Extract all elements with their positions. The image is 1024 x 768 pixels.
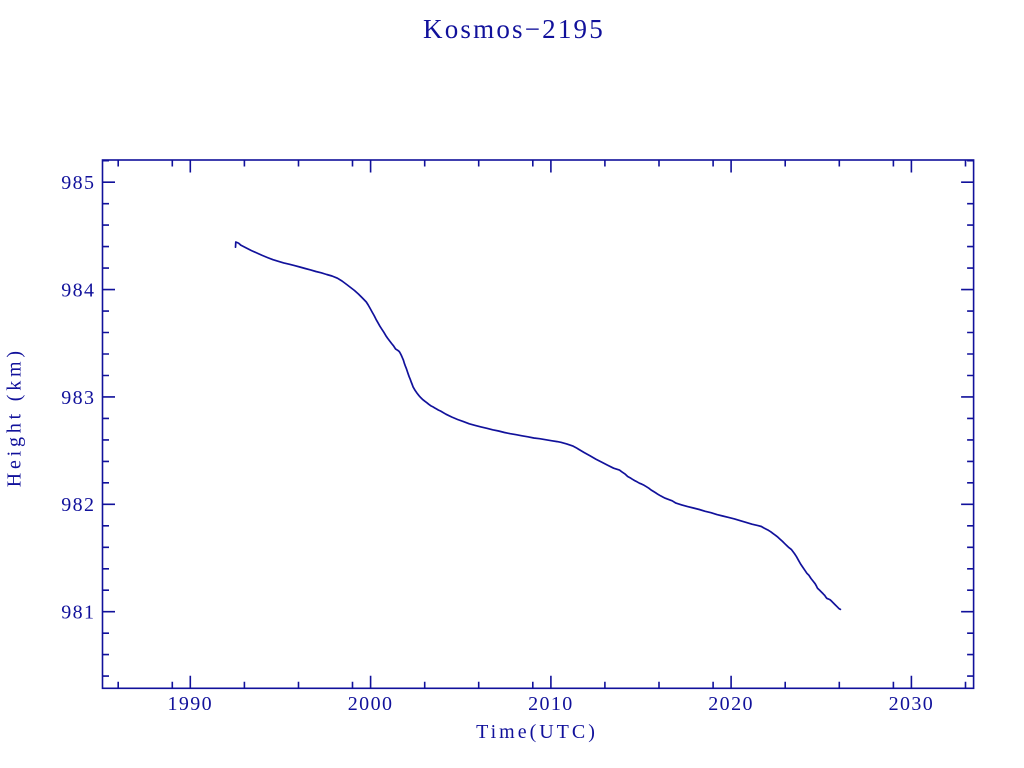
- svg-text:Height (km): Height (km): [4, 347, 26, 487]
- svg-text:2030: 2030: [889, 693, 935, 715]
- svg-text:985: 985: [61, 172, 95, 194]
- svg-text:1990: 1990: [167, 693, 213, 715]
- svg-text:Kosmos−2195: Kosmos−2195: [423, 14, 605, 44]
- svg-text:2010: 2010: [528, 693, 574, 715]
- svg-text:981: 981: [61, 602, 95, 624]
- svg-text:982: 982: [61, 494, 95, 516]
- svg-text:2000: 2000: [348, 693, 394, 715]
- svg-text:983: 983: [61, 387, 95, 409]
- svg-text:984: 984: [61, 280, 95, 302]
- svg-text:Time(UTC): Time(UTC): [476, 721, 598, 743]
- svg-text:2020: 2020: [708, 693, 754, 715]
